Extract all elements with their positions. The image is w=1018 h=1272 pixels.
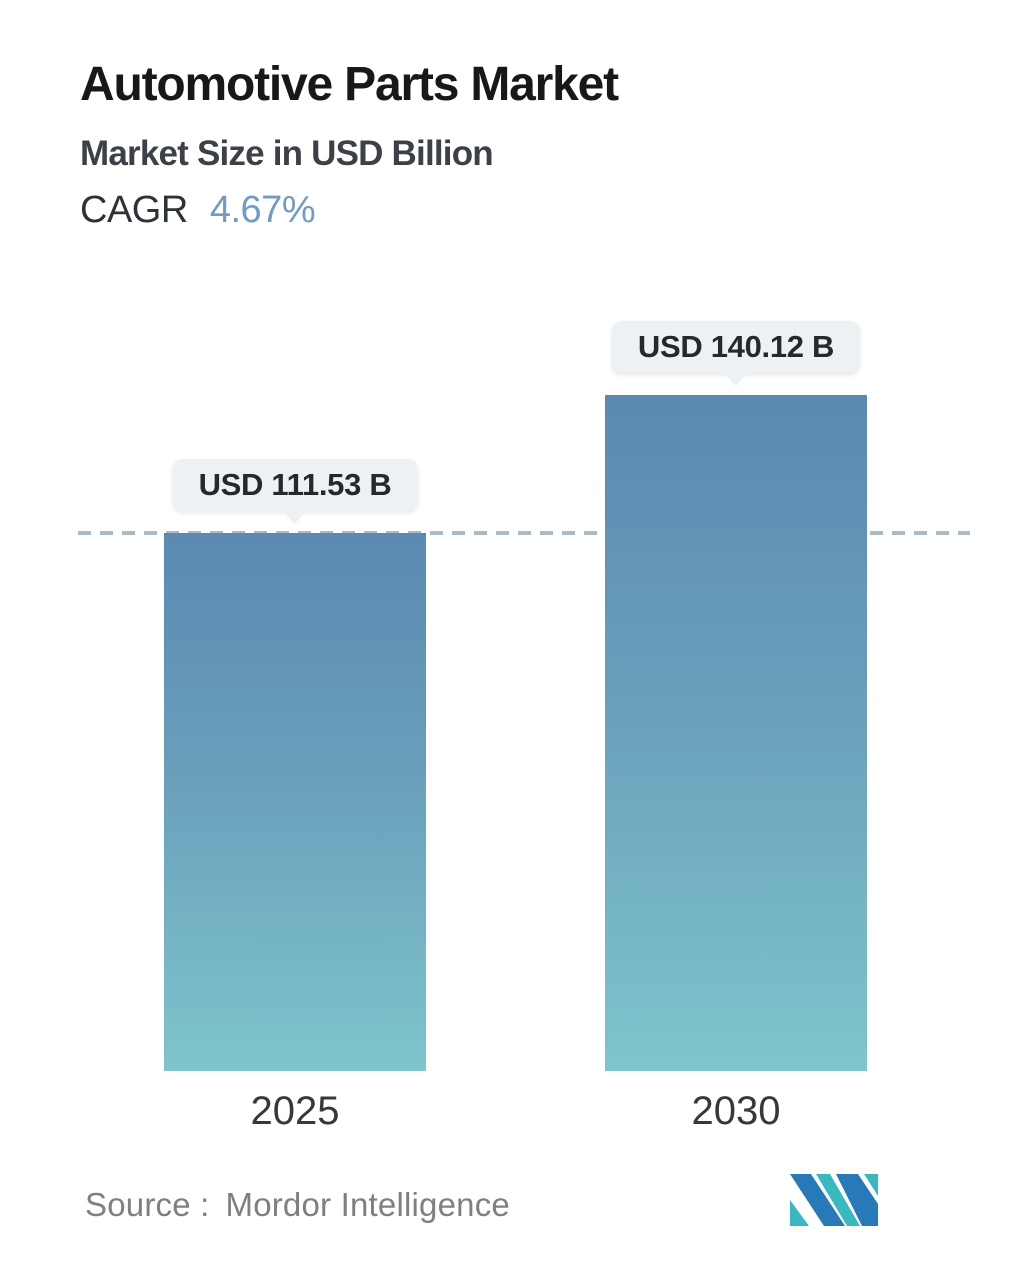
value-badge-2030: USD 140.12 B: [611, 321, 861, 373]
page-title: Automotive Parts Market: [80, 58, 619, 111]
source-label: Source :: [85, 1186, 210, 1223]
bar-column-2025: USD 111.53 B 2025: [164, 459, 426, 1133]
cagr-row: CAGR 4.67%: [80, 191, 618, 229]
mordor-intelligence-logo: [790, 1174, 878, 1226]
cagr-label: CAGR: [80, 189, 188, 232]
year-label-2025: 2025: [250, 1089, 340, 1133]
bar-2030: [605, 395, 867, 1071]
source-line: Source : Mordor Intelligence: [85, 1186, 510, 1224]
dashed-reference-line: [78, 531, 970, 535]
cagr-value: 4.67%: [209, 189, 316, 232]
source-name: Mordor Intelligence: [225, 1186, 510, 1223]
year-label-2030: 2030: [691, 1089, 781, 1133]
bar-column-2030: USD 140.12 B 2030: [605, 321, 867, 1133]
value-badge-2025: USD 111.53 B: [172, 459, 418, 511]
bar-2025: [164, 533, 426, 1071]
chart-header: Automotive Parts Market Market Size in U…: [80, 58, 619, 229]
chart-subtitle: Market Size in USD Billion: [80, 134, 494, 174]
